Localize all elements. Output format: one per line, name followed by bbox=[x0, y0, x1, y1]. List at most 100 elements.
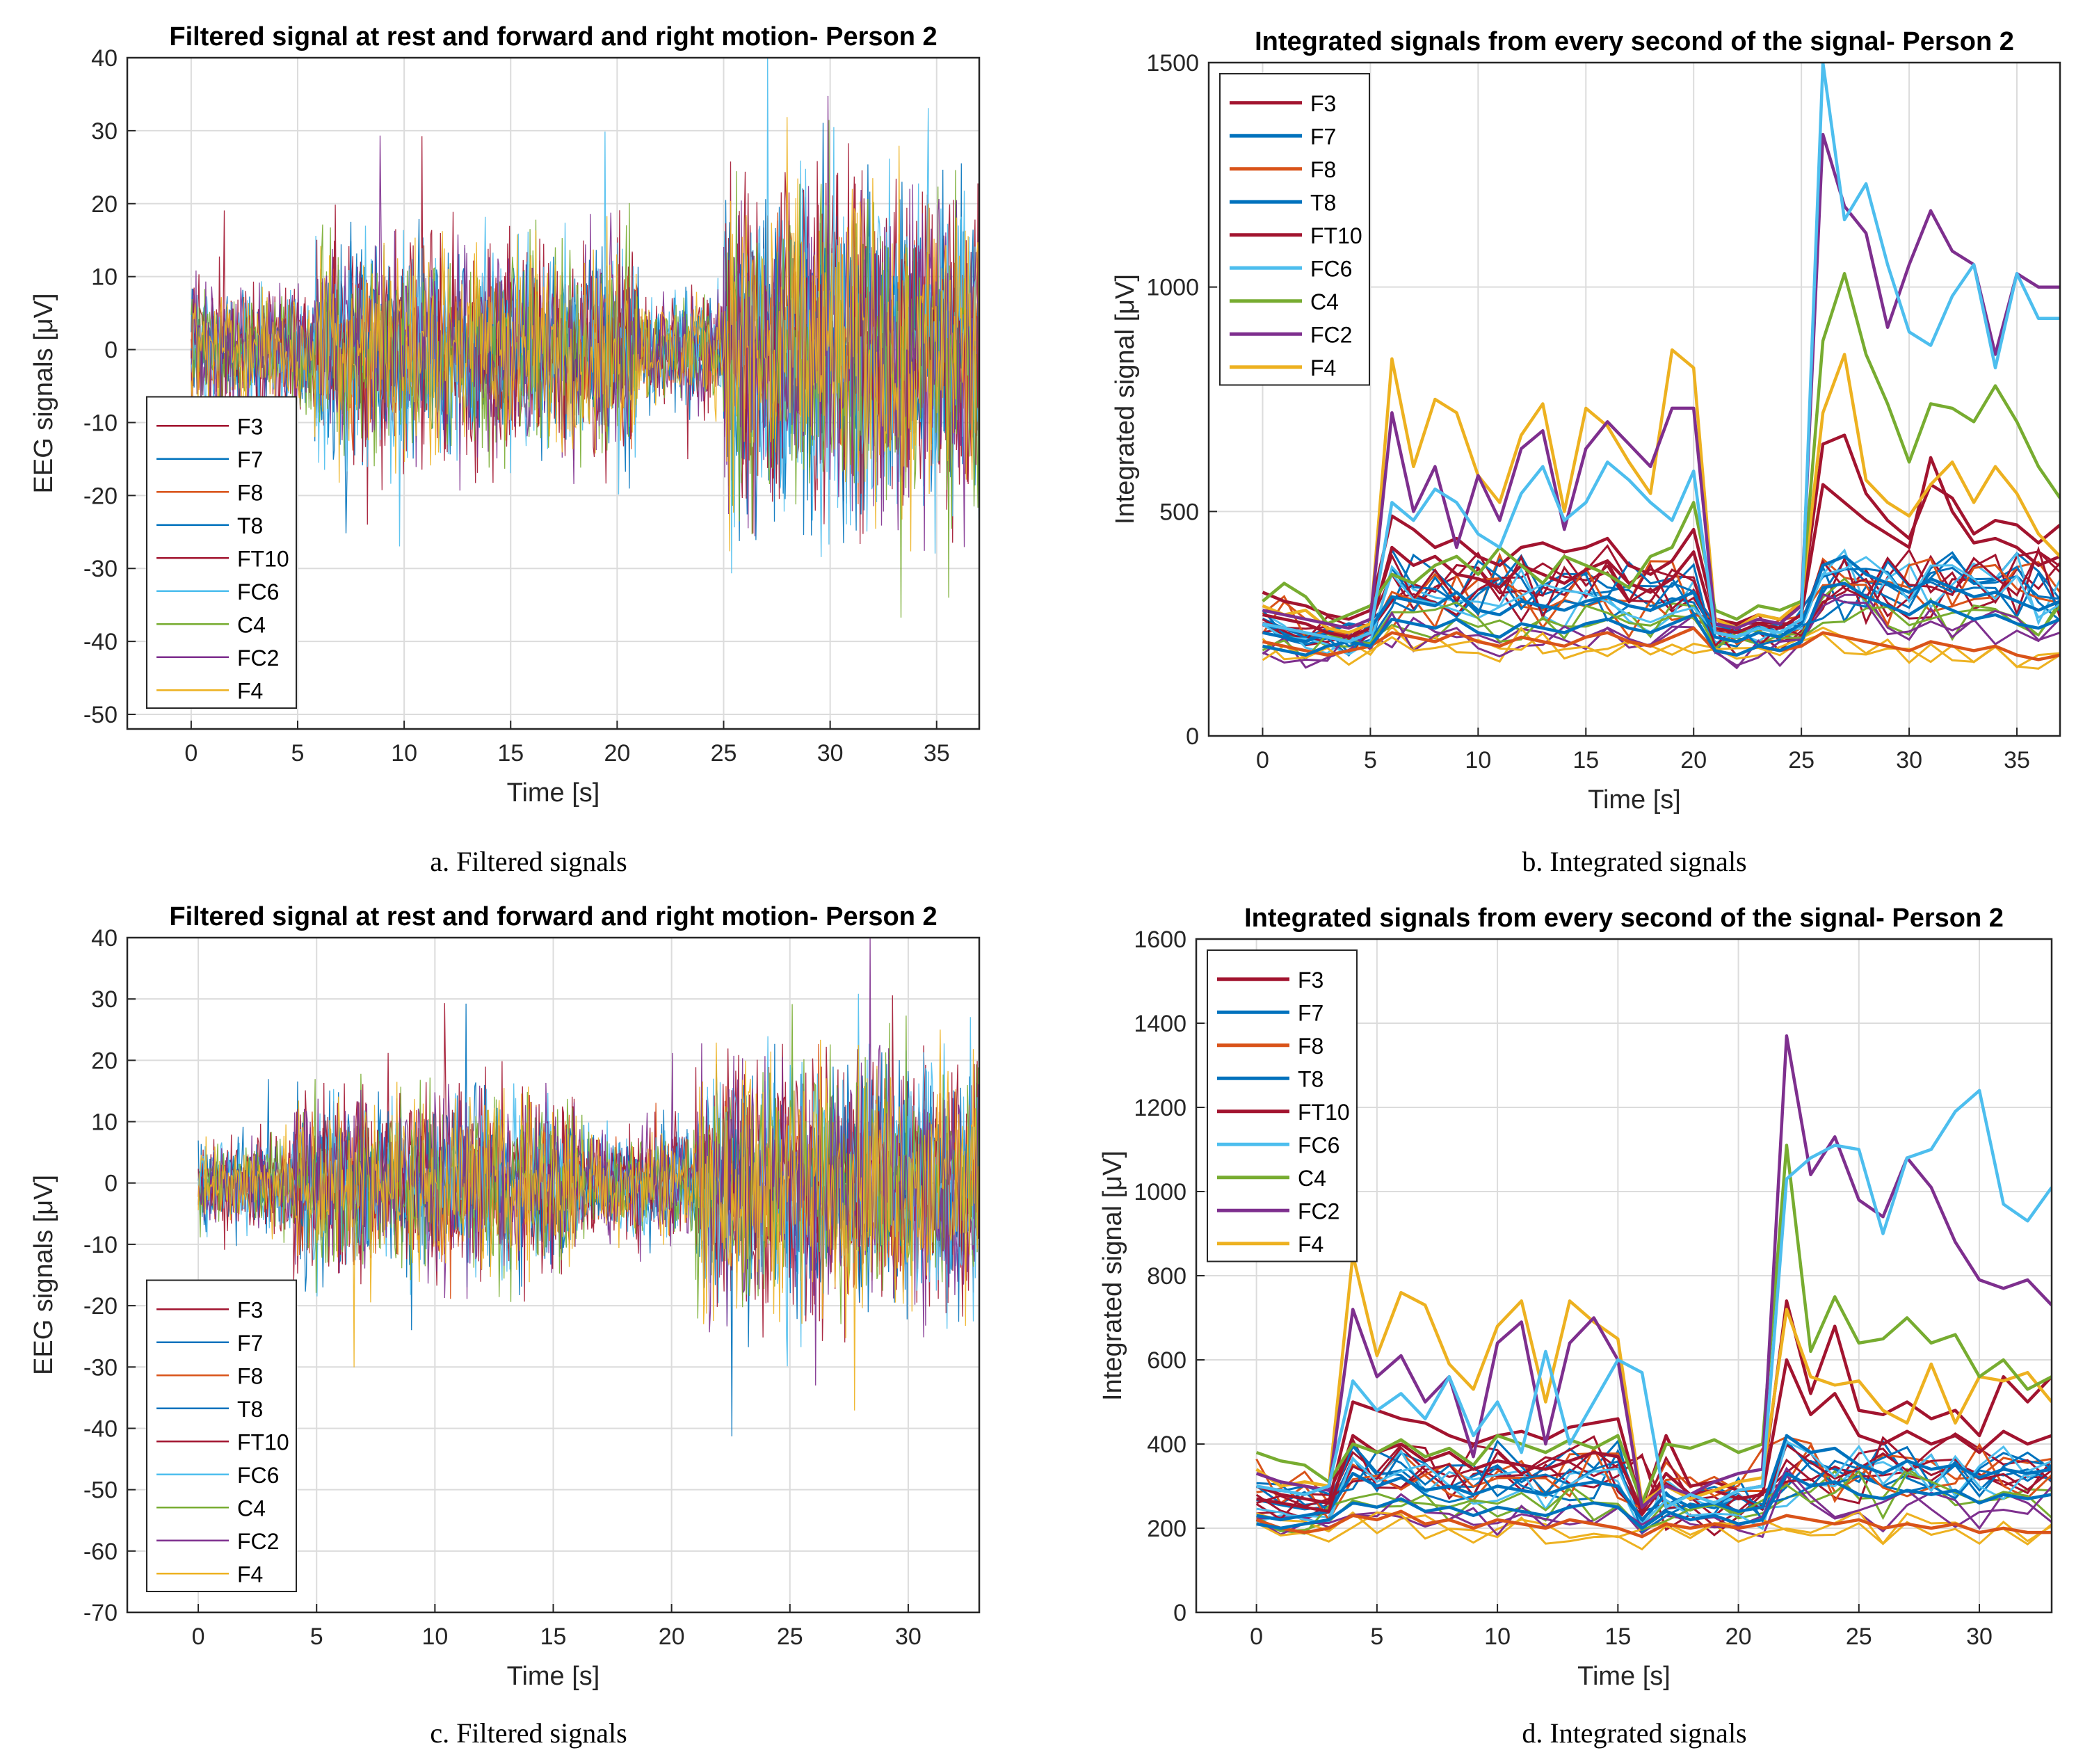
series-line-extra bbox=[1255, 1511, 2052, 1551]
series-line-extra bbox=[1256, 1470, 2052, 1535]
series-line-ft10 bbox=[1256, 1358, 2052, 1514]
x-tick-label: 15 bbox=[540, 1623, 567, 1650]
x-tick-label: 15 bbox=[1572, 747, 1599, 773]
legend-label-f8: F8 bbox=[237, 1363, 263, 1388]
caption-d: d. Integrated signals bbox=[1522, 1717, 1747, 1749]
y-tick-label: -30 bbox=[83, 556, 118, 582]
x-tick-label: 20 bbox=[659, 1623, 685, 1650]
x-tick-label: 30 bbox=[1896, 747, 1922, 773]
y-tick-label: -40 bbox=[83, 1416, 118, 1442]
series-line-f7 bbox=[1262, 554, 2060, 643]
series-line-f8 bbox=[1262, 626, 2060, 662]
series-line-extra bbox=[1262, 601, 2060, 661]
chart-3: 0 5 10 15 20 25 30 0 200 400 600 800 1000 1200 1400 160… bbox=[1098, 904, 2053, 1691]
y-tick-label: 0 bbox=[104, 337, 118, 364]
y-tick-label: -20 bbox=[83, 483, 118, 509]
legend-label-f4: F4 bbox=[237, 1562, 263, 1587]
series-line-f3 bbox=[1262, 433, 2060, 625]
y-tick-label: 20 bbox=[91, 1048, 118, 1074]
legend-label-ft10: FT10 bbox=[1298, 1100, 1350, 1125]
legend-box bbox=[146, 1279, 297, 1592]
legend-label-t8: T8 bbox=[237, 513, 263, 538]
legend-label-c4: C4 bbox=[1310, 289, 1339, 314]
caption-b: b. Integrated signals bbox=[1522, 846, 1747, 877]
x-tick-label: 5 bbox=[1364, 747, 1377, 773]
x-tick-label: 15 bbox=[497, 740, 524, 767]
legend-label-c4: C4 bbox=[1298, 1166, 1326, 1191]
chart-title: Integrated signals from every second of … bbox=[1255, 27, 2014, 56]
legend-label-f4: F4 bbox=[1298, 1232, 1323, 1257]
y-axis-label: EEG signals [μV] bbox=[29, 1175, 58, 1375]
plot-lines bbox=[191, 58, 979, 618]
x-tick-label: 25 bbox=[777, 1623, 803, 1650]
axes-box bbox=[1207, 61, 2061, 737]
legend-label-f3: F3 bbox=[1298, 968, 1323, 993]
axes-box bbox=[126, 56, 981, 730]
legend-label-fc2: FC2 bbox=[237, 646, 279, 671]
x-tick-label: 10 bbox=[391, 740, 417, 767]
series-line-extra bbox=[1256, 1440, 2052, 1530]
y-tick-label: 400 bbox=[1147, 1432, 1186, 1458]
y-tick-label: -30 bbox=[83, 1354, 118, 1381]
series-line-c4 bbox=[1262, 272, 2060, 625]
series-line-extra bbox=[1262, 544, 2060, 652]
legend-label-f7: F7 bbox=[1310, 124, 1336, 149]
legend: F3 F7 F8 T8 FT10 FC6 C4 FC2 F4 bbox=[146, 396, 297, 709]
x-tick-label: 20 bbox=[1680, 747, 1707, 773]
y-tick-label: -50 bbox=[83, 702, 118, 728]
chart-1: 0 5 10 15 20 25 30 35 0 500 1000 1500 Integrated sig… bbox=[1111, 27, 2061, 815]
x-tick-label: 10 bbox=[1484, 1623, 1511, 1650]
series-line-fc2 bbox=[1255, 1034, 2052, 1509]
chart-0: 0 5 10 15 20 25 30 35 -50 -40 -30 -20 -10 0 10 20 30 40 Fi… bbox=[29, 22, 981, 808]
x-tick-label: 5 bbox=[310, 1623, 323, 1650]
caption-c: c. Filtered signals bbox=[430, 1717, 627, 1749]
series-line-fc6 bbox=[1256, 1089, 2052, 1509]
x-tick-label: 0 bbox=[192, 1623, 205, 1650]
legend-label-f7: F7 bbox=[237, 447, 263, 472]
y-tick-label: -60 bbox=[83, 1539, 118, 1565]
series-line-f7 bbox=[1256, 1434, 2052, 1522]
legend-label-ft10: FT10 bbox=[237, 1429, 289, 1454]
y-tick-label: 1400 bbox=[1134, 1011, 1186, 1037]
series-line-f8 bbox=[1255, 1509, 2052, 1539]
y-tick-label: 0 bbox=[1186, 723, 1199, 750]
y-tick-label: 0 bbox=[1173, 1600, 1186, 1626]
chart-title: Integrated signals from every second of … bbox=[1244, 904, 2004, 933]
x-tick-label: 25 bbox=[1846, 1623, 1872, 1650]
series-line-c4 bbox=[1255, 1144, 2052, 1505]
x-tick-label: 30 bbox=[817, 740, 844, 767]
x-tick-label: 20 bbox=[1725, 1623, 1752, 1650]
y-axis-label: Integrated signal [μV] bbox=[1111, 274, 1140, 524]
x-tick-label: 35 bbox=[924, 740, 950, 767]
legend-label-f4: F4 bbox=[237, 678, 263, 703]
y-tick-label: 30 bbox=[91, 118, 118, 145]
y-tick-label: 0 bbox=[104, 1171, 118, 1197]
y-tick-label: 600 bbox=[1147, 1347, 1186, 1374]
x-tick-label: 15 bbox=[1604, 1623, 1631, 1650]
plot-lines bbox=[1255, 1034, 2052, 1551]
y-tick-label: -20 bbox=[83, 1293, 118, 1320]
legend-box bbox=[146, 396, 297, 709]
legend-label-ft10: FT10 bbox=[237, 546, 289, 571]
legend-label-fc2: FC2 bbox=[237, 1529, 279, 1554]
y-tick-label: 200 bbox=[1147, 1516, 1186, 1542]
x-tick-label: 0 bbox=[184, 740, 198, 767]
y-tick-label: 30 bbox=[91, 986, 118, 1013]
chart-title: Filtered signal at rest and forward and … bbox=[169, 902, 937, 931]
x-tick-label: 25 bbox=[711, 740, 737, 767]
y-tick-label: 1000 bbox=[1134, 1179, 1186, 1205]
plot-lines bbox=[198, 938, 979, 1437]
series-line-extra bbox=[1262, 552, 2060, 643]
series-line-t8 bbox=[1256, 1472, 2052, 1530]
legend-label-f8: F8 bbox=[237, 480, 263, 505]
legend: F3 F7 F8 T8 FT10 FC6 C4 FC2 F4 bbox=[146, 1279, 297, 1592]
x-axis-label: Time [s] bbox=[507, 778, 600, 808]
series-line-extra bbox=[1262, 548, 2060, 655]
series-line-extra bbox=[1262, 551, 2060, 655]
x-axis-label: Time [s] bbox=[1577, 1662, 1671, 1691]
series-line-f4 bbox=[191, 117, 979, 552]
legend-label-t8: T8 bbox=[237, 1397, 263, 1422]
x-tick-label: 0 bbox=[1256, 747, 1269, 773]
legend-label-fc2: FC2 bbox=[1298, 1198, 1339, 1224]
series-line-ft10 bbox=[1262, 456, 2060, 639]
